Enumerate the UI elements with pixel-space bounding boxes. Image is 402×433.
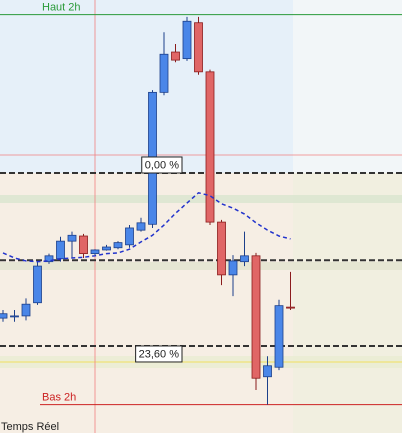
candle-body bbox=[159, 53, 169, 93]
future-zone bbox=[293, 0, 402, 173]
candle-body bbox=[182, 20, 192, 60]
level-label: 0,00 % bbox=[145, 159, 179, 171]
candle-body bbox=[102, 246, 111, 251]
candle-body bbox=[125, 227, 134, 246]
candle-body bbox=[171, 51, 180, 61]
candle-body bbox=[0, 313, 8, 319]
candle-body bbox=[251, 255, 261, 379]
candle-body bbox=[113, 242, 123, 249]
candle-body bbox=[136, 222, 146, 231]
candle-body bbox=[263, 365, 272, 378]
candle-body bbox=[79, 235, 88, 255]
upper-zone bbox=[0, 0, 293, 173]
candle-body bbox=[56, 240, 65, 260]
candle-body bbox=[194, 22, 203, 73]
levels bbox=[0, 14, 402, 406]
level-label: 23,60 % bbox=[139, 348, 180, 360]
candle-body bbox=[228, 260, 238, 276]
level-label: Bas 2h bbox=[42, 392, 76, 404]
footer: Temps Réel bbox=[1, 421, 59, 433]
candle-body bbox=[33, 265, 42, 304]
candle-body bbox=[217, 221, 226, 276]
future-zone bbox=[293, 173, 402, 433]
candle-body bbox=[274, 305, 284, 368]
candle-body bbox=[90, 249, 100, 255]
candle-body bbox=[21, 303, 31, 317]
candle-body bbox=[205, 71, 215, 223]
candle-body bbox=[286, 306, 295, 309]
zone-band bbox=[0, 262, 402, 270]
moving-average bbox=[2, 191, 291, 263]
zone-band bbox=[0, 195, 402, 203]
candle-body bbox=[44, 255, 54, 263]
candle-body bbox=[67, 234, 77, 242]
labels: Haut 2h 0,00 % 23,60 % Bas 2h bbox=[42, 2, 183, 404]
level-label-box bbox=[135, 345, 183, 363]
level-label: Haut 2h bbox=[42, 2, 81, 14]
level-label-box bbox=[141, 156, 183, 174]
candle-body bbox=[240, 255, 249, 263]
candle-body bbox=[10, 315, 19, 318]
